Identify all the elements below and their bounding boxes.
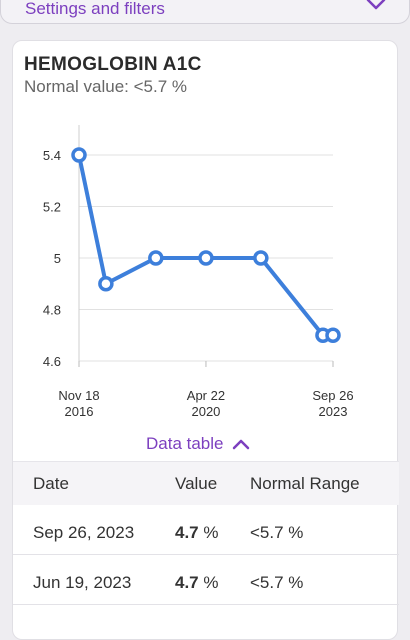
row-date: Sep 26, 2023 — [33, 523, 135, 542]
data-point — [71, 147, 87, 163]
data-point — [325, 327, 341, 343]
chevron-down-icon — [366, 0, 386, 10]
x-tick-label: Sep 26 — [312, 388, 353, 403]
row-normal-range: <5.7 % — [250, 523, 304, 542]
row-value: 4.7 % — [175, 523, 219, 542]
series-line — [77, 154, 333, 338]
data-table-toggle-label: Data table — [146, 434, 224, 453]
x-tick-label: 2016 — [65, 404, 94, 419]
lab-result-card: HEMOGLOBIN A1C Normal value: <5.7 % 5.4 5… — [12, 40, 399, 640]
table-row: Sep 26, 2023 4.7 % <5.7 % — [13, 505, 399, 555]
chevron-up-icon — [232, 439, 249, 450]
y-tick-label: 4.8 — [43, 303, 61, 318]
table-row: Jun 19, 2023 4.7 % <5.7 % — [13, 555, 399, 605]
row-date: Jun 19, 2023 — [33, 573, 132, 592]
x-tick-label: 2020 — [191, 404, 220, 419]
y-tick-label: 5 — [54, 251, 61, 266]
row-value: 4.7 % — [175, 573, 219, 592]
header-date: Date — [33, 474, 69, 493]
row-normal-range: <5.7 % — [250, 573, 304, 592]
normal-value-subtitle: Normal value: <5.7 % — [24, 77, 187, 96]
card-title: HEMOGLOBIN A1C — [24, 54, 202, 75]
data-table-toggle[interactable]: Data table — [146, 434, 250, 454]
y-tick-label: 5.4 — [43, 148, 61, 163]
data-point — [98, 276, 114, 292]
header-value: Value — [175, 474, 218, 493]
settings-and-filters-bar[interactable]: Settings and filters — [0, 0, 410, 24]
data-point — [253, 250, 269, 266]
header-normal-range: Normal Range — [250, 474, 360, 493]
data-point — [198, 250, 214, 266]
data-table: Date Value Normal Range Sep 26, 2023 4.7… — [13, 461, 399, 605]
x-tick-label: Apr 22 — [187, 388, 225, 403]
table-header: Date Value Normal Range — [13, 461, 399, 505]
y-tick-label: 4.6 — [43, 354, 61, 369]
y-tick-label: 5.2 — [43, 200, 61, 215]
settings-and-filters-label: Settings and filters — [25, 0, 165, 18]
data-point — [148, 250, 164, 266]
x-tick-label: Nov 18 — [58, 388, 99, 403]
x-tick-label: 2023 — [319, 404, 348, 419]
